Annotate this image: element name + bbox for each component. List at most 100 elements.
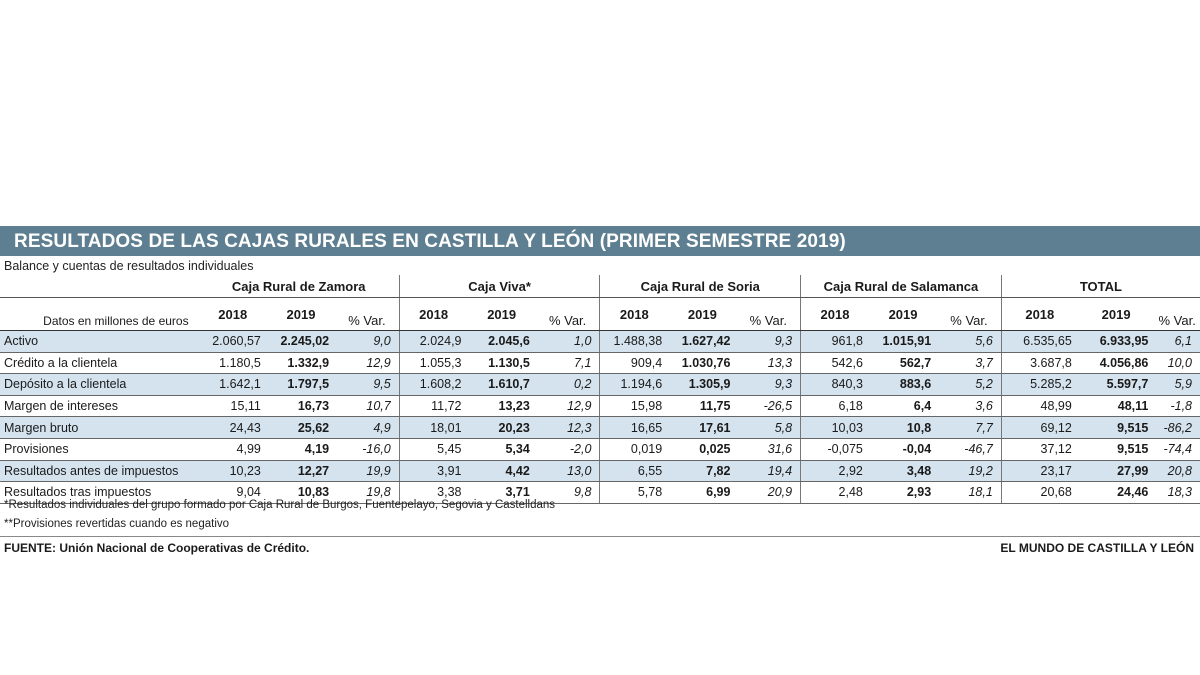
- value-2018-cell: 6.535,65: [1000, 330, 1078, 353]
- value-2019-cell: 5.597,7: [1077, 373, 1155, 396]
- group-header-zamora: Caja Rural de Zamora: [198, 275, 400, 298]
- pct-var-cell: 9,8: [535, 481, 600, 504]
- row-label: Depósito a la clientela: [0, 373, 199, 396]
- value-2019-cell: 1.130,5: [467, 352, 536, 375]
- col-header-pct-var: % Var.: [736, 297, 801, 331]
- value-2018-cell: 18,01: [398, 416, 468, 439]
- value-2019-cell: 25,62: [266, 416, 336, 439]
- value-2018-cell: 3,38: [398, 481, 468, 504]
- pct-var-cell: 1,0: [535, 330, 600, 353]
- pct-var-cell: 5,6: [937, 330, 1002, 353]
- col-header-2018: 2018: [1000, 297, 1078, 331]
- col-header-pct-var: % Var.: [937, 297, 1002, 331]
- value-2019-cell: 12,27: [266, 460, 336, 483]
- pct-var-cell: 13,0: [535, 460, 600, 483]
- pct-var-cell: 31,6: [736, 438, 801, 461]
- table-title: RESULTADOS DE LAS CAJAS RURALES EN CASTI…: [0, 226, 1200, 256]
- pct-var-cell: 4,9: [335, 416, 400, 439]
- value-2018-cell: 15,98: [599, 395, 669, 418]
- value-2019-cell: 48,11: [1077, 395, 1155, 418]
- table-row: Margen bruto 24,43 25,62 4,9 18,01 20,23 12,3 1…: [0, 416, 1200, 439]
- pct-var-cell: -46,7: [937, 438, 1002, 461]
- value-2018-cell: 10,23: [198, 460, 267, 483]
- value-2018-cell: 24,43: [198, 416, 267, 439]
- group-header-soria: Caja Rural de Soria: [599, 275, 801, 298]
- pct-var-cell: 19,2: [937, 460, 1002, 483]
- row-label: Provisiones: [0, 438, 199, 461]
- pct-var-cell: 18,3: [1154, 481, 1200, 504]
- pct-var-cell: 6,1: [1154, 330, 1200, 353]
- value-2019-cell: 4,19: [266, 438, 336, 461]
- pct-var-cell: 9,3: [736, 330, 801, 353]
- value-2019-cell: 10,8: [868, 416, 938, 439]
- value-2018-cell: 4,99: [198, 438, 267, 461]
- value-2019-cell: 6,99: [668, 481, 737, 504]
- group-header-total: TOTAL: [1000, 275, 1200, 298]
- pct-var-cell: 3,6: [937, 395, 1002, 418]
- col-header-2018: 2018: [198, 297, 267, 331]
- value-2019-cell: 1.627,42: [668, 330, 737, 353]
- value-2018-cell: 1.488,38: [599, 330, 669, 353]
- pct-var-cell: 19,4: [736, 460, 801, 483]
- col-header-pct-var: % Var.: [535, 297, 600, 331]
- value-2018-cell: 6,18: [800, 395, 869, 418]
- group-header-caja-viva: Caja Viva*: [398, 275, 600, 298]
- value-2019-cell: 6,4: [868, 395, 938, 418]
- col-header-2019: 2019: [467, 297, 536, 331]
- table-row: Resultados antes de impuestos 10,23 12,27 1…: [0, 460, 1200, 483]
- col-header-2018: 2018: [599, 297, 669, 331]
- row-label: Margen de intereses: [0, 395, 199, 418]
- value-2018-cell: 48,99: [1000, 395, 1078, 418]
- pct-var-cell: 9,5: [335, 373, 400, 396]
- value-2019-cell: 2,93: [868, 481, 938, 504]
- col-header-pct-var: % Var.: [1154, 297, 1200, 331]
- table-row: Resultados tras impuestos 9,04 10,83 19,8 3,…: [0, 481, 1200, 504]
- pct-var-cell: 5,8: [736, 416, 801, 439]
- value-2018-cell: 5.285,2: [1000, 373, 1078, 396]
- value-2018-cell: 1.055,3: [398, 352, 468, 375]
- row-label: Margen bruto: [0, 416, 199, 439]
- pct-var-cell: 20,8: [1154, 460, 1200, 483]
- table-subtitle: Balance y cuentas de resultados individu…: [4, 259, 254, 273]
- pct-var-cell: 12,3: [535, 416, 600, 439]
- value-2018-cell: 23,17: [1000, 460, 1078, 483]
- group-header-row: Caja Rural de Zamora Caja Viva* Caja Rur…: [0, 275, 1200, 298]
- value-2019-cell: 4,42: [467, 460, 536, 483]
- value-2018-cell: 1.180,5: [198, 352, 267, 375]
- group-header-salamanca: Caja Rural de Salamanca: [800, 275, 1002, 298]
- value-2019-cell: 16,73: [266, 395, 336, 418]
- value-2018-cell: 37,12: [1000, 438, 1078, 461]
- value-2019-cell: 6.933,95: [1077, 330, 1155, 353]
- value-2019-cell: -0,04: [868, 438, 938, 461]
- footer-divider: [0, 536, 1200, 537]
- value-2019-cell: 9,515: [1077, 416, 1155, 439]
- value-2018-cell: 3,91: [398, 460, 468, 483]
- pct-var-cell: -74,4: [1154, 438, 1200, 461]
- pct-var-cell: 19,9: [335, 460, 400, 483]
- pct-var-cell: 9,3: [736, 373, 801, 396]
- value-2019-cell: 27,99: [1077, 460, 1155, 483]
- value-2019-cell: 13,23: [467, 395, 536, 418]
- value-2019-cell: 1.030,76: [668, 352, 737, 375]
- credit-text: EL MUNDO DE CASTILLA Y LEÓN: [1000, 541, 1194, 555]
- pct-var-cell: 5,9: [1154, 373, 1200, 396]
- value-2018-cell: 2,92: [800, 460, 869, 483]
- value-2018-cell: 0,019: [599, 438, 669, 461]
- value-2018-cell: 2,48: [800, 481, 869, 504]
- pct-var-cell: 3,7: [937, 352, 1002, 375]
- pct-var-cell: -26,5: [736, 395, 801, 418]
- value-2019-cell: 3,71: [467, 481, 536, 504]
- row-label: Resultados tras impuestos: [0, 481, 199, 504]
- source-text: FUENTE: Unión Nacional de Cooperativas d…: [4, 541, 310, 555]
- value-2019-cell: 4.056,86: [1077, 352, 1155, 375]
- footnote-caja-viva: *Resultados individuales del grupo forma…: [4, 499, 556, 511]
- pct-var-cell: 18,1: [937, 481, 1002, 504]
- value-2019-cell: 2.045,6: [467, 330, 536, 353]
- value-2018-cell: 69,12: [1000, 416, 1078, 439]
- value-2018-cell: 11,72: [398, 395, 468, 418]
- pct-var-cell: 10,0: [1154, 352, 1200, 375]
- value-2018-cell: 5,78: [599, 481, 669, 504]
- pct-var-cell: -16,0: [335, 438, 400, 461]
- value-2019-cell: 3,48: [868, 460, 938, 483]
- value-2018-cell: 10,03: [800, 416, 869, 439]
